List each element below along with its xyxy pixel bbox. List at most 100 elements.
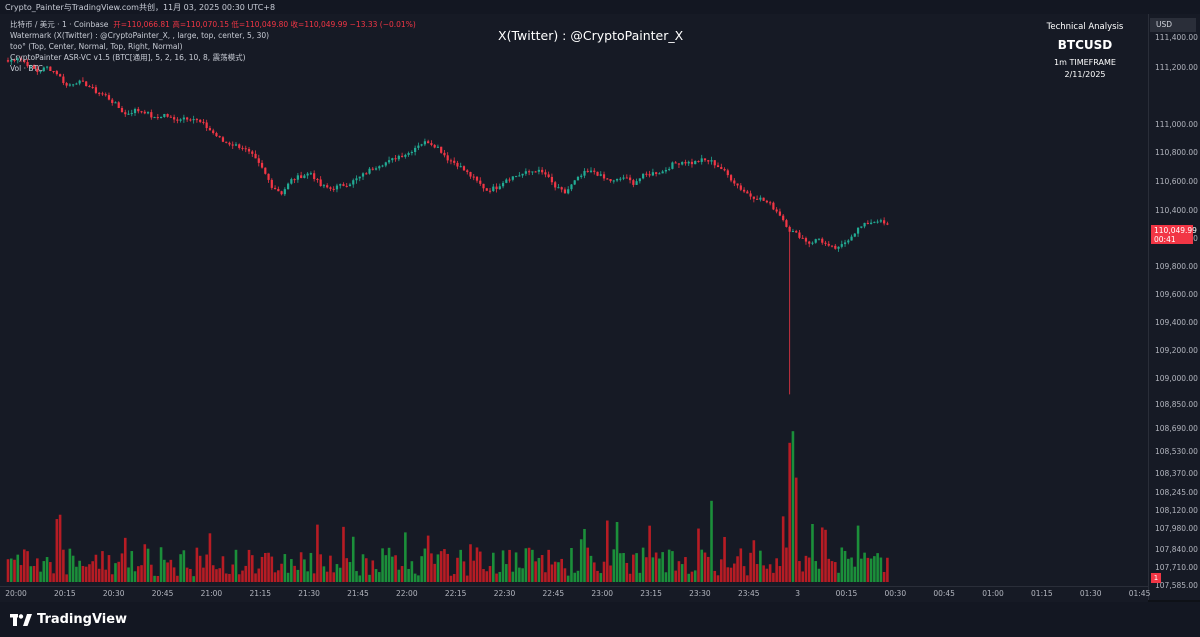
volume-bar [377, 572, 381, 582]
legend-ohlc-row: 比特币 / 美元 · 1 · Coinbase 开=110,066.81 高=1… [10, 19, 416, 30]
candle-body [694, 161, 697, 165]
volume-bar [820, 527, 824, 582]
candle-body [133, 108, 137, 114]
candle-body [417, 145, 420, 148]
price-scale[interactable] [1148, 14, 1200, 600]
volume-bar [860, 558, 863, 582]
candle-body [19, 58, 23, 60]
volume-bar [508, 549, 511, 582]
volume-bar [244, 565, 248, 582]
legend-watermark-indicator[interactable]: Watermark (X(Twitter) : @CryptoPainter_X… [10, 31, 270, 40]
candle-body [528, 171, 531, 173]
candle-body [124, 112, 127, 115]
volume-bar [491, 552, 495, 582]
tradingview-logo[interactable]: TradingView [10, 612, 127, 627]
candle-body [140, 111, 143, 113]
volume-bar [723, 536, 726, 582]
candle-body [453, 160, 456, 163]
volume-bar [501, 550, 505, 582]
legend-too-indicator[interactable]: too° (Top, Center, Normal, Top, Right, N… [10, 42, 183, 51]
candle-body [59, 74, 62, 77]
time-tick-label: 00:30 [884, 589, 907, 598]
volume-bar [400, 566, 404, 582]
candle-body [443, 152, 446, 156]
volume-bar [602, 561, 606, 582]
candle-body [296, 175, 299, 180]
volume-bar [459, 549, 463, 582]
volume-bar [104, 569, 108, 582]
volume-bar [280, 563, 283, 582]
volume-bar [469, 544, 472, 582]
volume-bar [71, 555, 75, 582]
volume-bar [364, 558, 368, 582]
currency-label[interactable]: USD [1150, 18, 1196, 32]
candle-body [475, 176, 479, 181]
candle-body [619, 178, 622, 180]
volume-bar [322, 566, 326, 582]
volume-bar [553, 561, 557, 582]
candle-body [563, 189, 567, 194]
candle-body [472, 176, 475, 178]
volume-bar [736, 556, 739, 582]
candle-body [277, 188, 280, 192]
candle-body [742, 189, 746, 192]
volume-bar [224, 573, 228, 582]
volume-bar [16, 554, 20, 582]
volume-bar [384, 555, 388, 582]
price-tick-label: 111,000.00 [1155, 120, 1198, 129]
volume-bar [133, 571, 137, 582]
volume-bar [130, 551, 134, 582]
time-tick-label: 01:15 [1031, 589, 1053, 598]
volume-bar [13, 559, 16, 582]
candle-body [720, 167, 723, 170]
volume-bar [583, 528, 586, 582]
top-bar: Crypto_Painter与TradingView.com共创，11月 03,… [0, 0, 1200, 14]
candle-body [602, 174, 606, 179]
volume-bar [534, 561, 537, 582]
time-tick-label: 23:00 [591, 589, 613, 598]
volume-bar [316, 524, 319, 582]
price-tick-label: 110,800.00 [1155, 148, 1198, 157]
volume-bar [397, 569, 401, 582]
volume-bar [853, 566, 857, 582]
volume-bar [430, 553, 433, 582]
candle-body [228, 142, 231, 145]
chart-legend[interactable]: 比特币 / 美元 · 1 · Coinbase 开=110,066.81 高=1… [10, 19, 416, 74]
candle-body [368, 168, 371, 174]
volume-bar [65, 574, 68, 582]
volume-bar [88, 564, 91, 582]
candle-body [690, 161, 694, 165]
chart-area[interactable] [0, 14, 1148, 600]
time-tick-label: 22:30 [493, 589, 516, 598]
volume-bar [550, 564, 554, 582]
candle-body [273, 187, 277, 189]
volume-bar [68, 548, 72, 582]
info-symbol: BTCUSD [1057, 38, 1113, 52]
candle-body [586, 170, 589, 172]
candle-body [293, 179, 296, 181]
volume-bar [6, 559, 10, 582]
volume-bar [850, 557, 853, 582]
candle-body [834, 245, 837, 249]
volume-bar [267, 552, 270, 582]
volume-bar [566, 575, 570, 582]
legend-asr-indicator[interactable]: CryptoPainter ASR-VC v1.5 (BTC[通用], 5, 2… [10, 53, 246, 62]
volume-bar [221, 556, 225, 582]
volume-layer [6, 431, 889, 582]
volume-bar [742, 566, 746, 582]
volume-bar [368, 574, 371, 582]
volume-bar [136, 566, 140, 582]
time-scale[interactable] [0, 586, 1148, 603]
candle-body [599, 174, 602, 176]
price-tick-label: 109,400.00 [1155, 318, 1198, 327]
volume-bar [856, 525, 860, 582]
volume-bar [654, 552, 658, 582]
legend-volume-indicator[interactable]: Vol · BTC [10, 64, 43, 73]
candle-body [410, 152, 413, 154]
candle-body [290, 179, 293, 184]
info-label: Technical Analysis [1046, 22, 1124, 32]
volume-bar [192, 576, 195, 582]
volume-bar [247, 549, 251, 582]
time-tick-label: 22:00 [395, 589, 418, 598]
volume-bar [45, 557, 49, 582]
